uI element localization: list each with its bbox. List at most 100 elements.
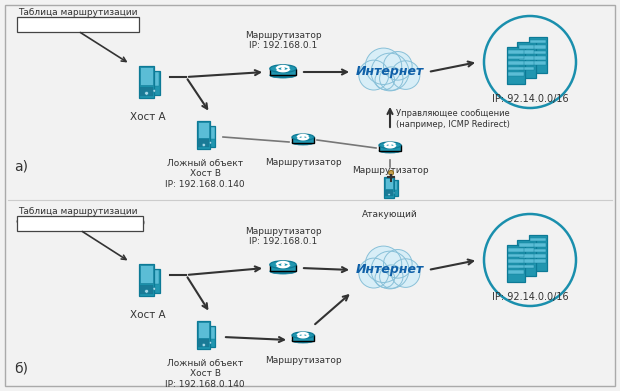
FancyBboxPatch shape <box>508 72 524 75</box>
FancyBboxPatch shape <box>530 50 546 54</box>
FancyBboxPatch shape <box>206 326 215 346</box>
Circle shape <box>302 334 304 336</box>
Ellipse shape <box>292 332 314 338</box>
Ellipse shape <box>292 134 314 140</box>
Circle shape <box>209 342 211 344</box>
FancyBboxPatch shape <box>519 254 534 258</box>
Text: Таблица маршрутизации: Таблица маршрутизации <box>18 207 138 216</box>
Text: Ложный объект
Хост В
IP: 192.168.0.140: Ложный объект Хост В IP: 192.168.0.140 <box>165 359 245 389</box>
Text: IP: 92.14.0.0/16: IP: 92.14.0.0/16 <box>492 94 569 104</box>
FancyBboxPatch shape <box>197 121 210 149</box>
FancyBboxPatch shape <box>517 240 536 276</box>
Circle shape <box>359 60 389 90</box>
Circle shape <box>153 90 156 92</box>
Text: Маршрутизатор
IP: 192.168.0.1: Маршрутизатор IP: 192.168.0.1 <box>245 227 321 246</box>
Circle shape <box>371 251 409 289</box>
FancyBboxPatch shape <box>519 265 534 268</box>
FancyBboxPatch shape <box>292 335 314 341</box>
FancyBboxPatch shape <box>149 72 159 86</box>
Text: Ложный объект
Хост В
IP: 192.168.0.140: Ложный объект Хост В IP: 192.168.0.140 <box>165 159 245 189</box>
Circle shape <box>202 343 205 347</box>
Ellipse shape <box>379 142 401 149</box>
FancyBboxPatch shape <box>508 50 524 54</box>
FancyBboxPatch shape <box>517 42 536 78</box>
FancyBboxPatch shape <box>508 61 524 65</box>
Circle shape <box>371 53 409 91</box>
Ellipse shape <box>270 269 296 274</box>
Text: Маршрутизатор: Маршрутизатор <box>265 356 342 365</box>
Circle shape <box>391 259 420 287</box>
FancyBboxPatch shape <box>508 259 524 263</box>
FancyBboxPatch shape <box>508 265 524 268</box>
FancyBboxPatch shape <box>206 126 215 147</box>
FancyBboxPatch shape <box>530 61 546 65</box>
FancyBboxPatch shape <box>198 322 210 338</box>
Text: 92.14.0.0/16: 192.168.0.140: 92.14.0.0/16: 192.168.0.140 <box>16 219 144 228</box>
Ellipse shape <box>292 140 314 145</box>
FancyBboxPatch shape <box>507 246 525 282</box>
FancyBboxPatch shape <box>270 265 296 271</box>
Text: Маршрутизатор: Маршрутизатор <box>352 166 428 175</box>
Circle shape <box>302 136 304 138</box>
Circle shape <box>282 264 284 266</box>
Text: а): а) <box>14 160 28 174</box>
Circle shape <box>388 193 390 196</box>
FancyBboxPatch shape <box>206 326 215 339</box>
Text: Интернет: Интернет <box>356 66 424 79</box>
Circle shape <box>153 287 156 290</box>
Circle shape <box>365 246 402 282</box>
FancyBboxPatch shape <box>519 67 534 70</box>
FancyBboxPatch shape <box>508 248 524 252</box>
FancyBboxPatch shape <box>379 145 401 151</box>
Circle shape <box>365 48 402 84</box>
FancyBboxPatch shape <box>530 40 546 43</box>
Circle shape <box>375 268 394 288</box>
Text: Маршрутизатор
IP: 192.168.0.1: Маршрутизатор IP: 192.168.0.1 <box>245 30 321 50</box>
FancyBboxPatch shape <box>391 180 397 196</box>
FancyBboxPatch shape <box>519 50 534 54</box>
Text: Маршрутизатор: Маршрутизатор <box>265 158 342 167</box>
FancyBboxPatch shape <box>140 68 153 85</box>
FancyBboxPatch shape <box>17 216 143 231</box>
FancyBboxPatch shape <box>519 249 534 252</box>
Circle shape <box>375 70 394 90</box>
FancyBboxPatch shape <box>385 178 393 189</box>
FancyBboxPatch shape <box>530 254 546 258</box>
FancyBboxPatch shape <box>507 47 525 84</box>
Ellipse shape <box>379 149 401 153</box>
Circle shape <box>359 258 389 288</box>
Ellipse shape <box>270 65 296 72</box>
FancyBboxPatch shape <box>292 137 314 143</box>
Circle shape <box>391 61 420 90</box>
FancyBboxPatch shape <box>206 127 215 139</box>
FancyBboxPatch shape <box>529 37 547 73</box>
FancyBboxPatch shape <box>140 87 153 96</box>
FancyBboxPatch shape <box>198 339 210 347</box>
FancyBboxPatch shape <box>149 271 159 284</box>
FancyBboxPatch shape <box>530 260 546 263</box>
FancyBboxPatch shape <box>530 243 546 247</box>
FancyBboxPatch shape <box>140 66 154 98</box>
Text: Хост А: Хост А <box>130 310 166 320</box>
Text: б): б) <box>14 362 28 376</box>
FancyBboxPatch shape <box>140 285 153 294</box>
FancyBboxPatch shape <box>508 56 524 59</box>
FancyBboxPatch shape <box>198 139 210 147</box>
Text: IP: 92.14.0.0/16: IP: 92.14.0.0/16 <box>492 292 569 302</box>
FancyBboxPatch shape <box>519 259 534 263</box>
FancyBboxPatch shape <box>529 235 547 271</box>
Text: Управляющее сообщение
(например, ICMP Redirect): Управляющее сообщение (например, ICMP Re… <box>396 109 510 129</box>
Circle shape <box>389 144 391 146</box>
Ellipse shape <box>270 261 296 269</box>
FancyBboxPatch shape <box>530 56 546 60</box>
FancyBboxPatch shape <box>197 321 210 349</box>
Text: Интернет: Интернет <box>356 264 424 276</box>
FancyBboxPatch shape <box>519 61 534 65</box>
FancyBboxPatch shape <box>508 66 524 70</box>
Text: Атакующий: Атакующий <box>362 210 418 219</box>
FancyBboxPatch shape <box>140 265 153 283</box>
FancyBboxPatch shape <box>17 17 139 32</box>
Circle shape <box>209 142 211 144</box>
Circle shape <box>384 52 412 80</box>
Text: Таблица маршрутизации: Таблица маршрутизации <box>18 8 138 17</box>
